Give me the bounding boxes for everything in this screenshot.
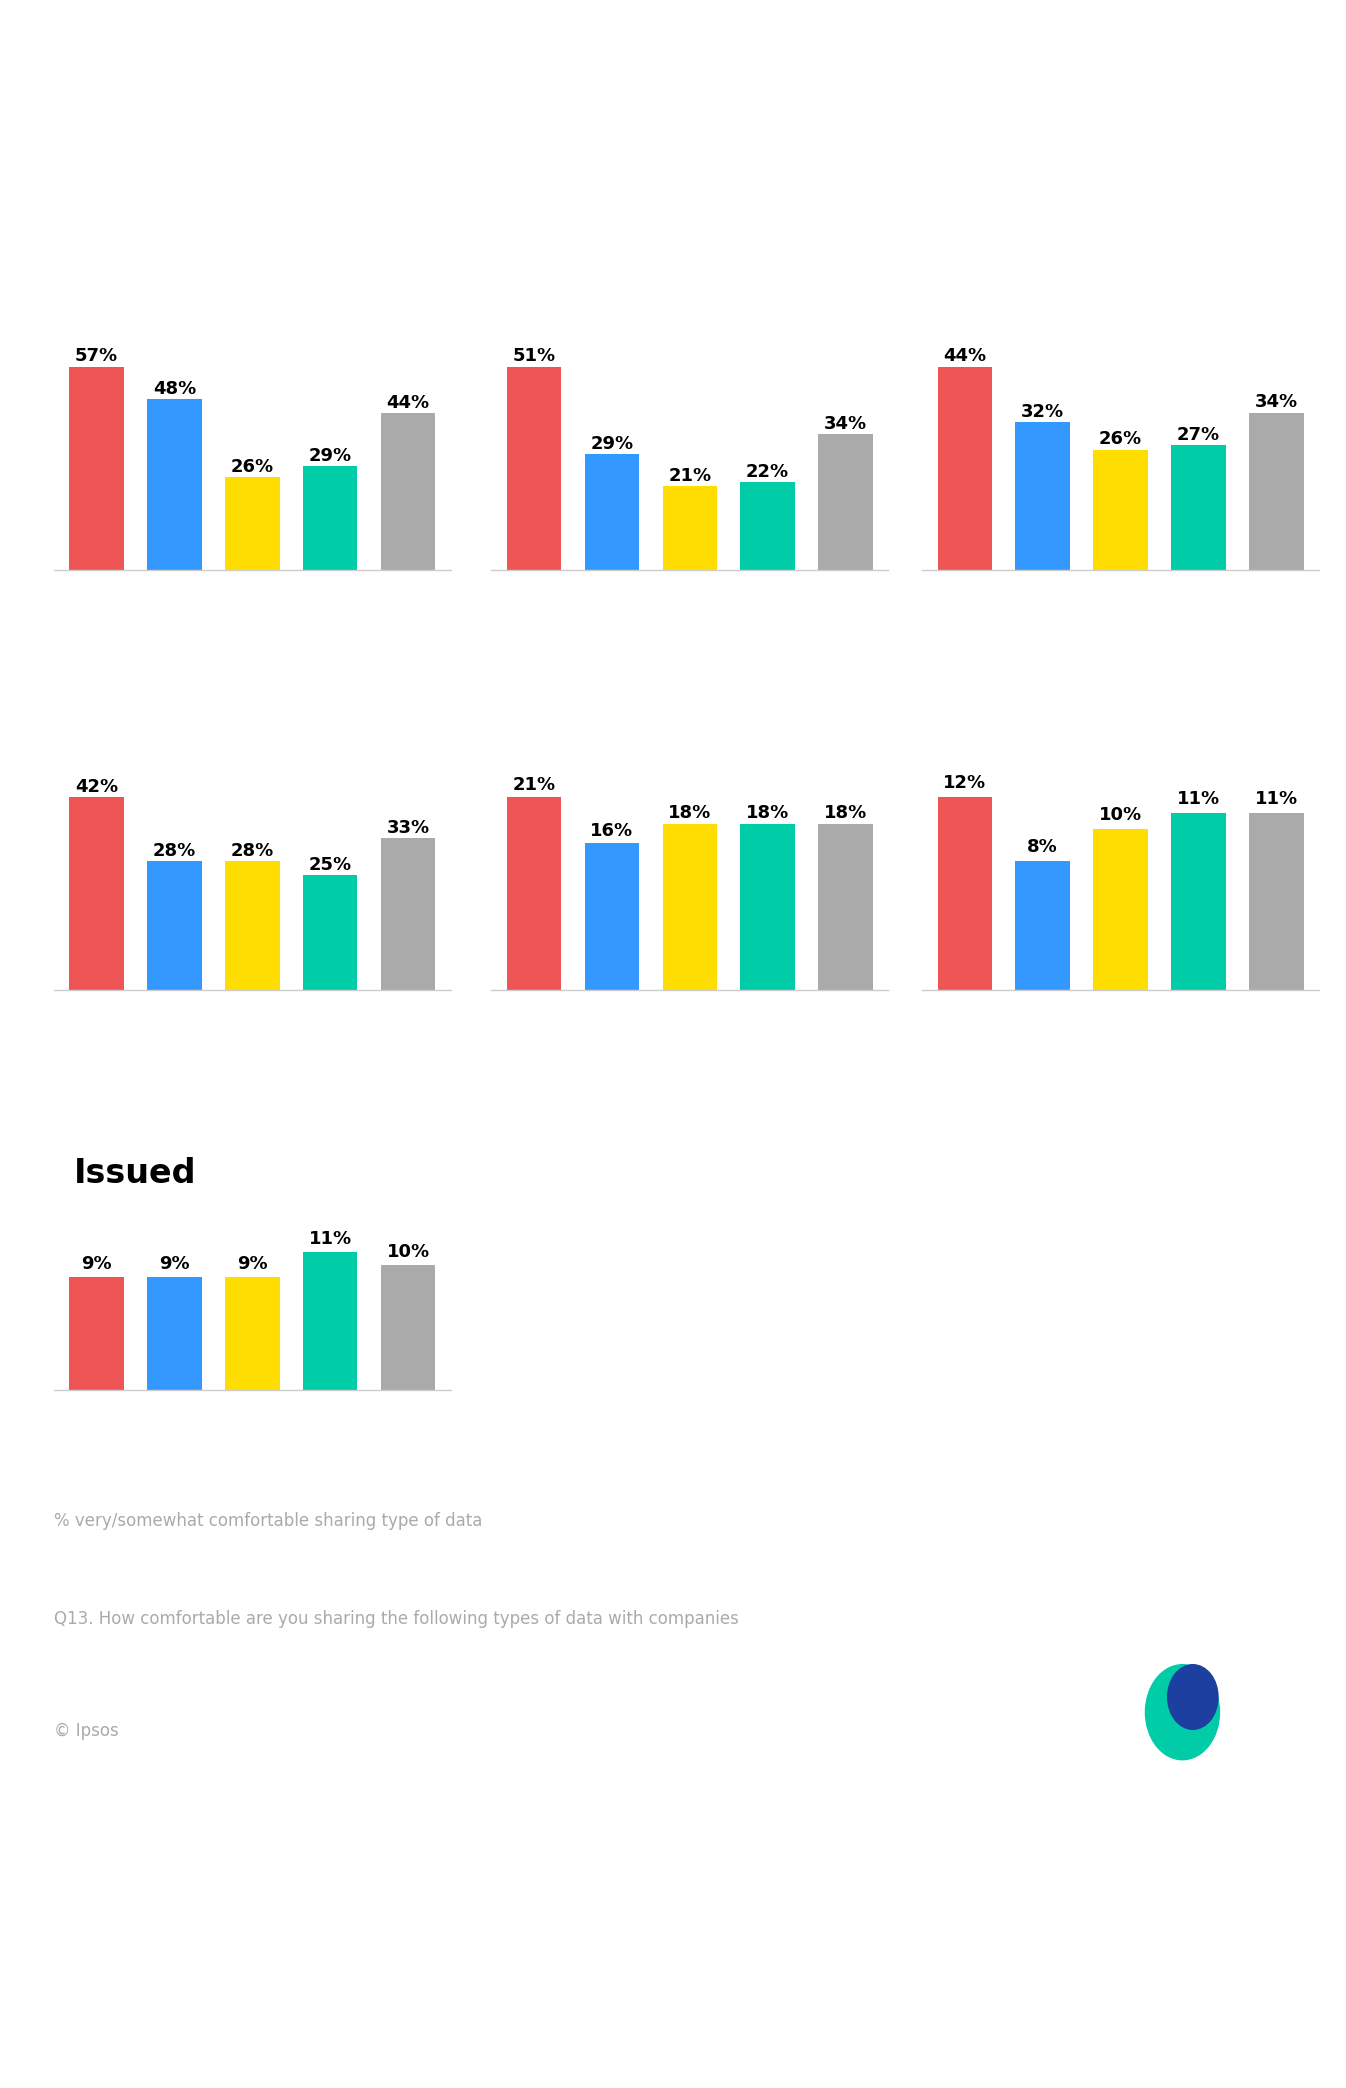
Text: 21%: 21%: [513, 777, 556, 793]
Bar: [303, 1253, 358, 1391]
Bar: [584, 844, 639, 990]
Text: Q13. How comfortable are you sharing the following types of data with companies: Q13. How comfortable are you sharing the…: [54, 1610, 739, 1629]
Bar: [381, 1265, 435, 1391]
Bar: [662, 487, 717, 570]
Text: 22%: 22%: [746, 464, 789, 480]
Text: 51%: 51%: [513, 347, 556, 365]
Text: 34%: 34%: [1254, 393, 1298, 411]
Text: 33%: 33%: [386, 818, 429, 837]
Text: 11%: 11%: [308, 1230, 351, 1249]
Bar: [225, 860, 280, 990]
Text: 10%: 10%: [1098, 806, 1143, 825]
Circle shape: [1145, 1664, 1219, 1760]
Bar: [1249, 413, 1303, 570]
Text: 32%: 32%: [1022, 403, 1065, 420]
Bar: [1171, 812, 1226, 990]
Bar: [303, 466, 358, 570]
Text: 29%: 29%: [308, 447, 351, 466]
Bar: [818, 825, 872, 990]
Text: 18%: 18%: [668, 804, 712, 823]
Bar: [662, 825, 717, 990]
Bar: [1093, 829, 1148, 990]
Bar: [147, 860, 202, 990]
Bar: [1171, 445, 1226, 570]
Text: Digital: Digital: [935, 841, 1059, 873]
Bar: [225, 1278, 280, 1391]
Text: 18%: 18%: [746, 804, 789, 823]
Bar: [303, 875, 358, 990]
Text: Personal Info: Personal Info: [935, 403, 1184, 434]
Text: 18%: 18%: [824, 804, 867, 823]
Text: 10%: 10%: [386, 1242, 429, 1261]
Text: 48%: 48%: [153, 380, 197, 397]
Text: Bio: Bio: [532, 841, 591, 873]
Bar: [1249, 812, 1303, 990]
Text: 28%: 28%: [230, 841, 275, 860]
Text: 21%: 21%: [668, 468, 712, 484]
Bar: [938, 367, 992, 570]
Bar: [381, 837, 435, 990]
Text: 9%: 9%: [159, 1255, 190, 1274]
Text: Location: Location: [114, 841, 275, 873]
Text: 16%: 16%: [591, 823, 634, 839]
Text: © Ipsos: © Ipsos: [54, 1723, 118, 1739]
Bar: [740, 825, 795, 990]
Text: 44%: 44%: [944, 347, 987, 365]
Text: 9%: 9%: [81, 1255, 112, 1274]
Text: Race/Ethnicity: Race/Ethnicity: [74, 403, 343, 434]
Text: 29%: 29%: [591, 434, 634, 453]
Bar: [70, 798, 124, 990]
Text: 26%: 26%: [230, 457, 275, 476]
Text: 28%: 28%: [153, 841, 197, 860]
Bar: [381, 413, 435, 570]
Bar: [507, 798, 561, 990]
Bar: [507, 367, 561, 570]
Circle shape: [1167, 1664, 1218, 1729]
Text: Issued: Issued: [74, 1157, 197, 1190]
Text: 9%: 9%: [237, 1255, 268, 1274]
Bar: [225, 478, 280, 570]
Bar: [584, 455, 639, 570]
Bar: [70, 367, 124, 570]
Text: 11%: 11%: [1176, 789, 1219, 808]
Bar: [70, 1278, 124, 1391]
Bar: [1015, 422, 1070, 570]
Text: 27%: 27%: [1176, 426, 1219, 445]
Bar: [147, 399, 202, 570]
Bar: [147, 1278, 202, 1391]
Text: 8%: 8%: [1027, 839, 1058, 856]
Text: 44%: 44%: [386, 395, 429, 411]
Text: Contact Info: Contact Info: [505, 403, 735, 434]
Text: 57%: 57%: [75, 347, 118, 365]
Bar: [938, 798, 992, 990]
Text: 42%: 42%: [75, 777, 118, 796]
Text: Ipsos: Ipsos: [1176, 1777, 1233, 1796]
Text: 12%: 12%: [944, 775, 987, 791]
Text: 25%: 25%: [308, 856, 351, 873]
Bar: [740, 482, 795, 570]
Text: 11%: 11%: [1254, 789, 1298, 808]
Bar: [1093, 449, 1148, 570]
Text: % very/somewhat comfortable sharing type of data: % very/somewhat comfortable sharing type…: [54, 1512, 482, 1531]
Text: 34%: 34%: [824, 416, 867, 432]
Bar: [818, 434, 872, 570]
Bar: [1015, 860, 1070, 990]
Text: 26%: 26%: [1098, 430, 1143, 449]
